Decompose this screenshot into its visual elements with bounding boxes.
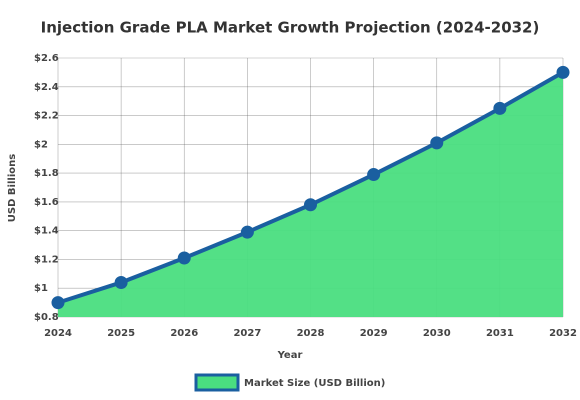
x-tick-label: 2032 [549, 328, 577, 339]
y-tick-label: $1.8 [34, 168, 59, 179]
x-tick-label: 2025 [107, 328, 135, 339]
x-tick-label: 2028 [297, 328, 325, 339]
x-tick-label: 2027 [233, 328, 261, 339]
chart-title: Injection Grade PLA Market Growth Projec… [41, 19, 540, 37]
point [51, 296, 65, 310]
y-tick-label: $1.4 [34, 226, 59, 237]
x-tick-label: 2029 [360, 328, 388, 339]
x-tick-label: 2030 [423, 328, 451, 339]
y-axis-title: USD Billions [7, 154, 18, 222]
x-tick-label: 2031 [486, 328, 514, 339]
y-tick-label: $1 [34, 283, 48, 294]
point [430, 136, 444, 150]
y-tick-label: $2.4 [34, 82, 59, 93]
y-tick-label: $2.6 [34, 53, 59, 64]
y-tick-label: $0.8 [34, 312, 59, 323]
area [58, 72, 563, 317]
point [556, 65, 570, 79]
point [493, 101, 507, 115]
point [367, 168, 381, 182]
point [304, 198, 317, 212]
y-tick-label: $2 [34, 139, 48, 150]
point [114, 275, 128, 289]
point [177, 251, 191, 265]
legend-label: Market Size (USD Billion) [244, 378, 385, 389]
legend-swatch [194, 373, 240, 392]
x-tick-label: 2024 [44, 328, 72, 339]
point [240, 225, 254, 239]
y-tick-label: $1.6 [34, 197, 59, 208]
x-axis-title: Year [277, 350, 303, 361]
x-tick-label: 2026 [170, 328, 198, 339]
y-tick-label: $1.2 [34, 254, 59, 265]
y-tick-label: $2.2 [34, 111, 59, 122]
